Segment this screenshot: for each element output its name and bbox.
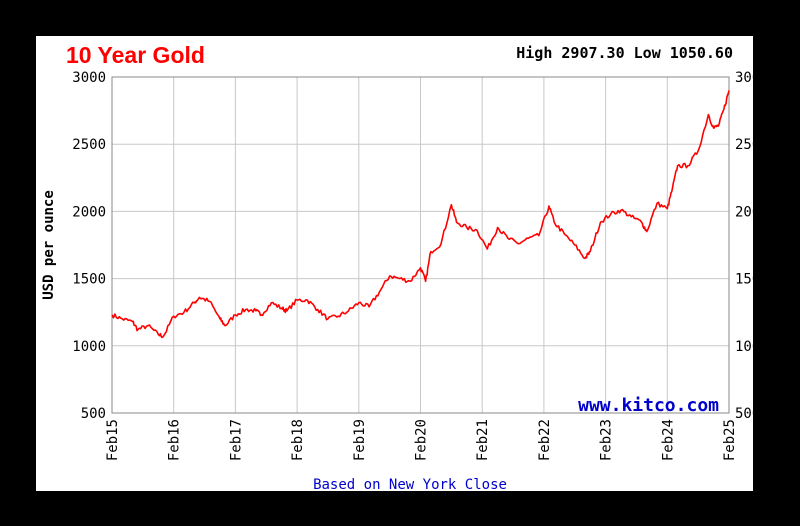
x-tick-label: Feb18 [290, 419, 306, 461]
gold-price-line [111, 90, 730, 339]
y-axis-right: 500 1000 1500 2000 2500 3000 [735, 70, 753, 422]
x-tick-label: Feb21 [475, 419, 491, 461]
y-tick-label-right: 3000 [735, 70, 753, 86]
gold-price-chart: 500 1000 1500 2000 2500 3000 500 1000 1500 2000 2… [41, 42, 753, 491]
high-low-text: High 2907.30 Low 1050.60 [516, 44, 733, 62]
y-axis-label: USD per ounce [41, 190, 57, 300]
x-tick-label: Feb19 [352, 419, 368, 461]
x-tick-label: Feb17 [228, 419, 244, 461]
x-axis: Feb15 Feb16 Feb17 Feb18 Feb19 Feb20 Feb21 Feb22… [105, 419, 738, 461]
y-tick-label-right: 1500 [735, 272, 753, 288]
y-tick-label-left: 1000 [72, 339, 106, 355]
chart-title: 10 Year Gold [66, 42, 205, 68]
chart-grid [111, 76, 730, 414]
y-tick-label-left: 2500 [72, 137, 106, 153]
y-tick-label-right: 2000 [735, 204, 753, 220]
chart-panel: 500 1000 1500 2000 2500 3000 500 1000 1500 2000 2… [36, 36, 753, 491]
x-tick-label: Feb24 [660, 419, 676, 461]
y-axis-left: 500 1000 1500 2000 2500 3000 [72, 70, 106, 422]
x-tick-label: Feb22 [537, 419, 553, 461]
y-tick-label-right: 500 [735, 406, 753, 422]
kitco-watermark: www.kitco.com [578, 395, 719, 416]
x-tick-label: Feb25 [722, 419, 738, 461]
y-tick-label-right: 2500 [735, 137, 753, 153]
x-tick-label: Feb20 [414, 419, 430, 461]
y-tick-label-right: 1000 [735, 339, 753, 355]
y-tick-label-left: 2000 [72, 204, 106, 220]
plot-frame [111, 76, 730, 414]
y-tick-label-left: 3000 [72, 70, 106, 86]
footnote-text: Based on New York Close [313, 477, 507, 491]
y-tick-label-left: 1500 [72, 272, 106, 288]
x-tick-label: Feb15 [105, 419, 121, 461]
y-tick-label-left: 500 [81, 406, 106, 422]
x-tick-label: Feb16 [167, 419, 183, 461]
x-tick-label: Feb23 [599, 419, 615, 461]
